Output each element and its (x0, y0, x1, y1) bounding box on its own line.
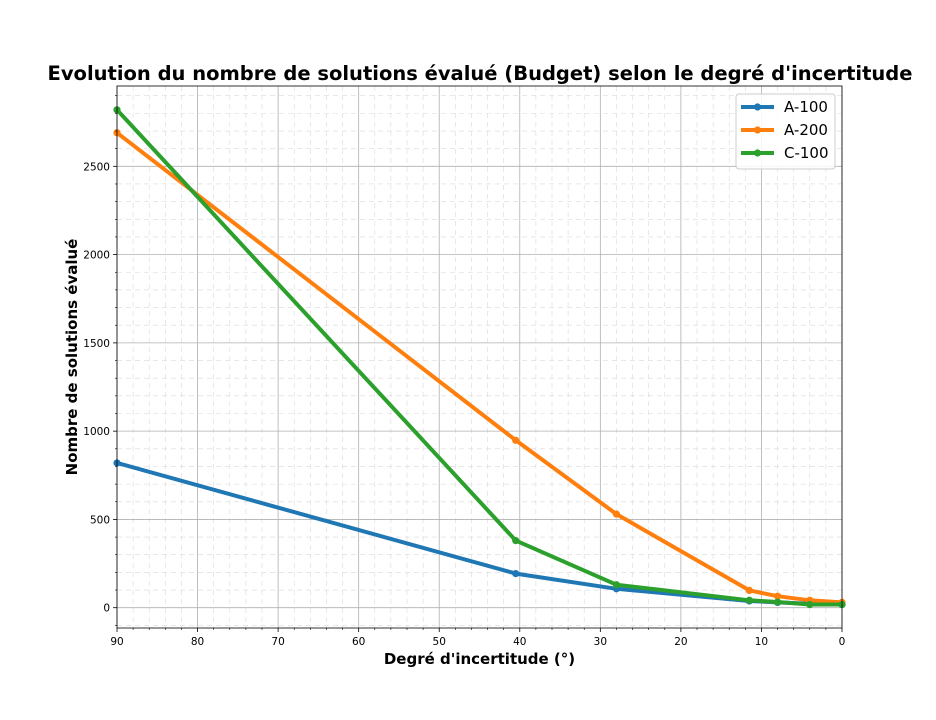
series-layer (113, 106, 846, 609)
y-tick-label: 1500 (83, 338, 110, 350)
y-axis-label: Nombre de solutions évalué (63, 239, 81, 476)
data-point-a-200 (773, 592, 782, 600)
y-tick-label: 0 (103, 603, 110, 615)
x-tick-label: 70 (271, 636, 284, 648)
x-tick-label: 0 (839, 636, 846, 648)
legend-label-a-200: A-200 (784, 121, 828, 139)
legend-label-a-100: A-100 (784, 98, 828, 116)
data-point-a-200 (745, 586, 753, 594)
legend-label-c-100: C-100 (784, 144, 829, 162)
y-axis: 0 500 1000 1500 2000 2500 (83, 95, 117, 626)
x-tick-label: 80 (191, 636, 204, 648)
legend-marker-a-200 (753, 126, 762, 134)
data-point-c-100 (745, 596, 753, 604)
x-tick-label: 40 (513, 636, 526, 648)
y-tick-label: 2000 (83, 250, 110, 262)
data-point-c-100 (512, 537, 520, 545)
x-tick-label: 50 (433, 636, 446, 648)
chart-title: Evolution du nombre de solutions évalué … (48, 62, 913, 85)
data-point-c-100 (612, 581, 621, 589)
plot-area (117, 86, 842, 628)
x-tick-label: 20 (674, 636, 687, 648)
data-point-a-200 (512, 436, 520, 444)
plot-frame (116, 85, 843, 629)
data-point-a-200 (612, 510, 621, 518)
x-axis: 90 80 70 60 50 40 30 20 10 0 (110, 628, 845, 648)
x-axis-label: Degré d'incertitude (°) (384, 650, 575, 668)
y-tick-label: 500 (90, 514, 110, 526)
x-tick-label: 10 (755, 636, 768, 648)
data-point-a-100 (512, 570, 520, 578)
data-point-c-100 (806, 600, 814, 609)
y-tick-label: 1000 (83, 426, 110, 438)
legend-marker-c-100 (753, 149, 762, 157)
legend-marker-a-100 (753, 103, 762, 111)
legend: A-100 A-200 C-100 (735, 93, 836, 170)
x-tick-label: 30 (594, 636, 607, 648)
legend-box (735, 93, 836, 170)
y-tick-label: 2500 (83, 161, 110, 173)
x-tick-label: 90 (110, 636, 123, 648)
x-tick-label: 60 (352, 636, 365, 648)
data-point-c-100 (773, 598, 782, 606)
